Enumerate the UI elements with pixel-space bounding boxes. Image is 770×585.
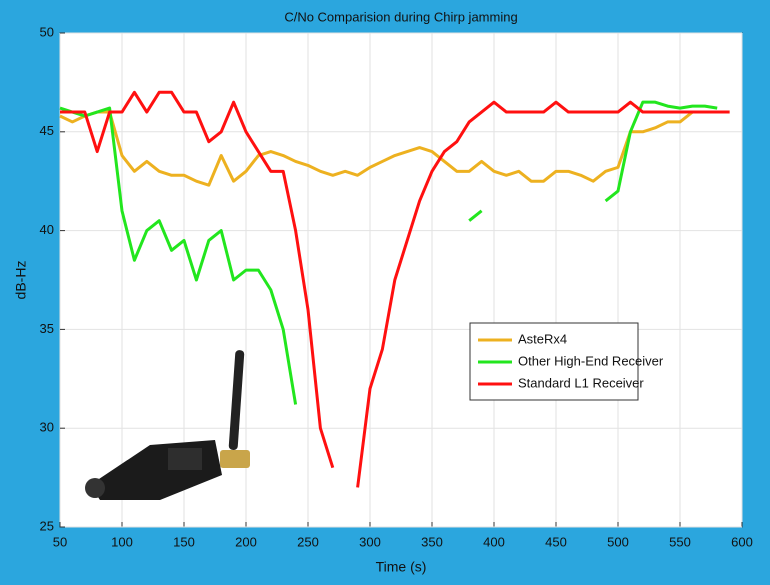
legend-label: Other High-End Receiver xyxy=(518,353,664,368)
x-tick-label: 250 xyxy=(297,534,319,549)
x-tick-label: 300 xyxy=(359,534,381,549)
x-tick-label: 600 xyxy=(731,534,753,549)
x-tick-label: 500 xyxy=(607,534,629,549)
x-tick-label: 50 xyxy=(53,534,67,549)
legend-label: Standard L1 Receiver xyxy=(518,375,644,390)
y-tick-label: 30 xyxy=(40,420,54,435)
chart-title: C/No Comparision during Chirp jamming xyxy=(284,9,517,24)
y-tick-label: 40 xyxy=(40,222,54,237)
y-tick-label: 35 xyxy=(40,321,54,336)
x-tick-label: 350 xyxy=(421,534,443,549)
x-tick-label: 150 xyxy=(173,534,195,549)
legend: AsteRx4 Other High-End Receiver Standard L… xyxy=(470,323,664,400)
chart: C/No Comparision during Chirp jamming Ti… xyxy=(0,0,770,585)
y-tick-label: 25 xyxy=(40,518,54,533)
x-tick-label: 400 xyxy=(483,534,505,549)
legend-label: AsteRx4 xyxy=(518,331,567,346)
x-tick-label: 100 xyxy=(111,534,133,549)
x-tick-label: 450 xyxy=(545,534,567,549)
x-tick-label: 200 xyxy=(235,534,257,549)
y-axis-label: dB-Hz xyxy=(13,261,29,300)
y-tick-label: 45 xyxy=(40,123,54,138)
x-tick-label: 550 xyxy=(669,534,691,549)
x-axis-label: Time (s) xyxy=(376,559,427,575)
y-tick-label: 50 xyxy=(40,24,54,39)
